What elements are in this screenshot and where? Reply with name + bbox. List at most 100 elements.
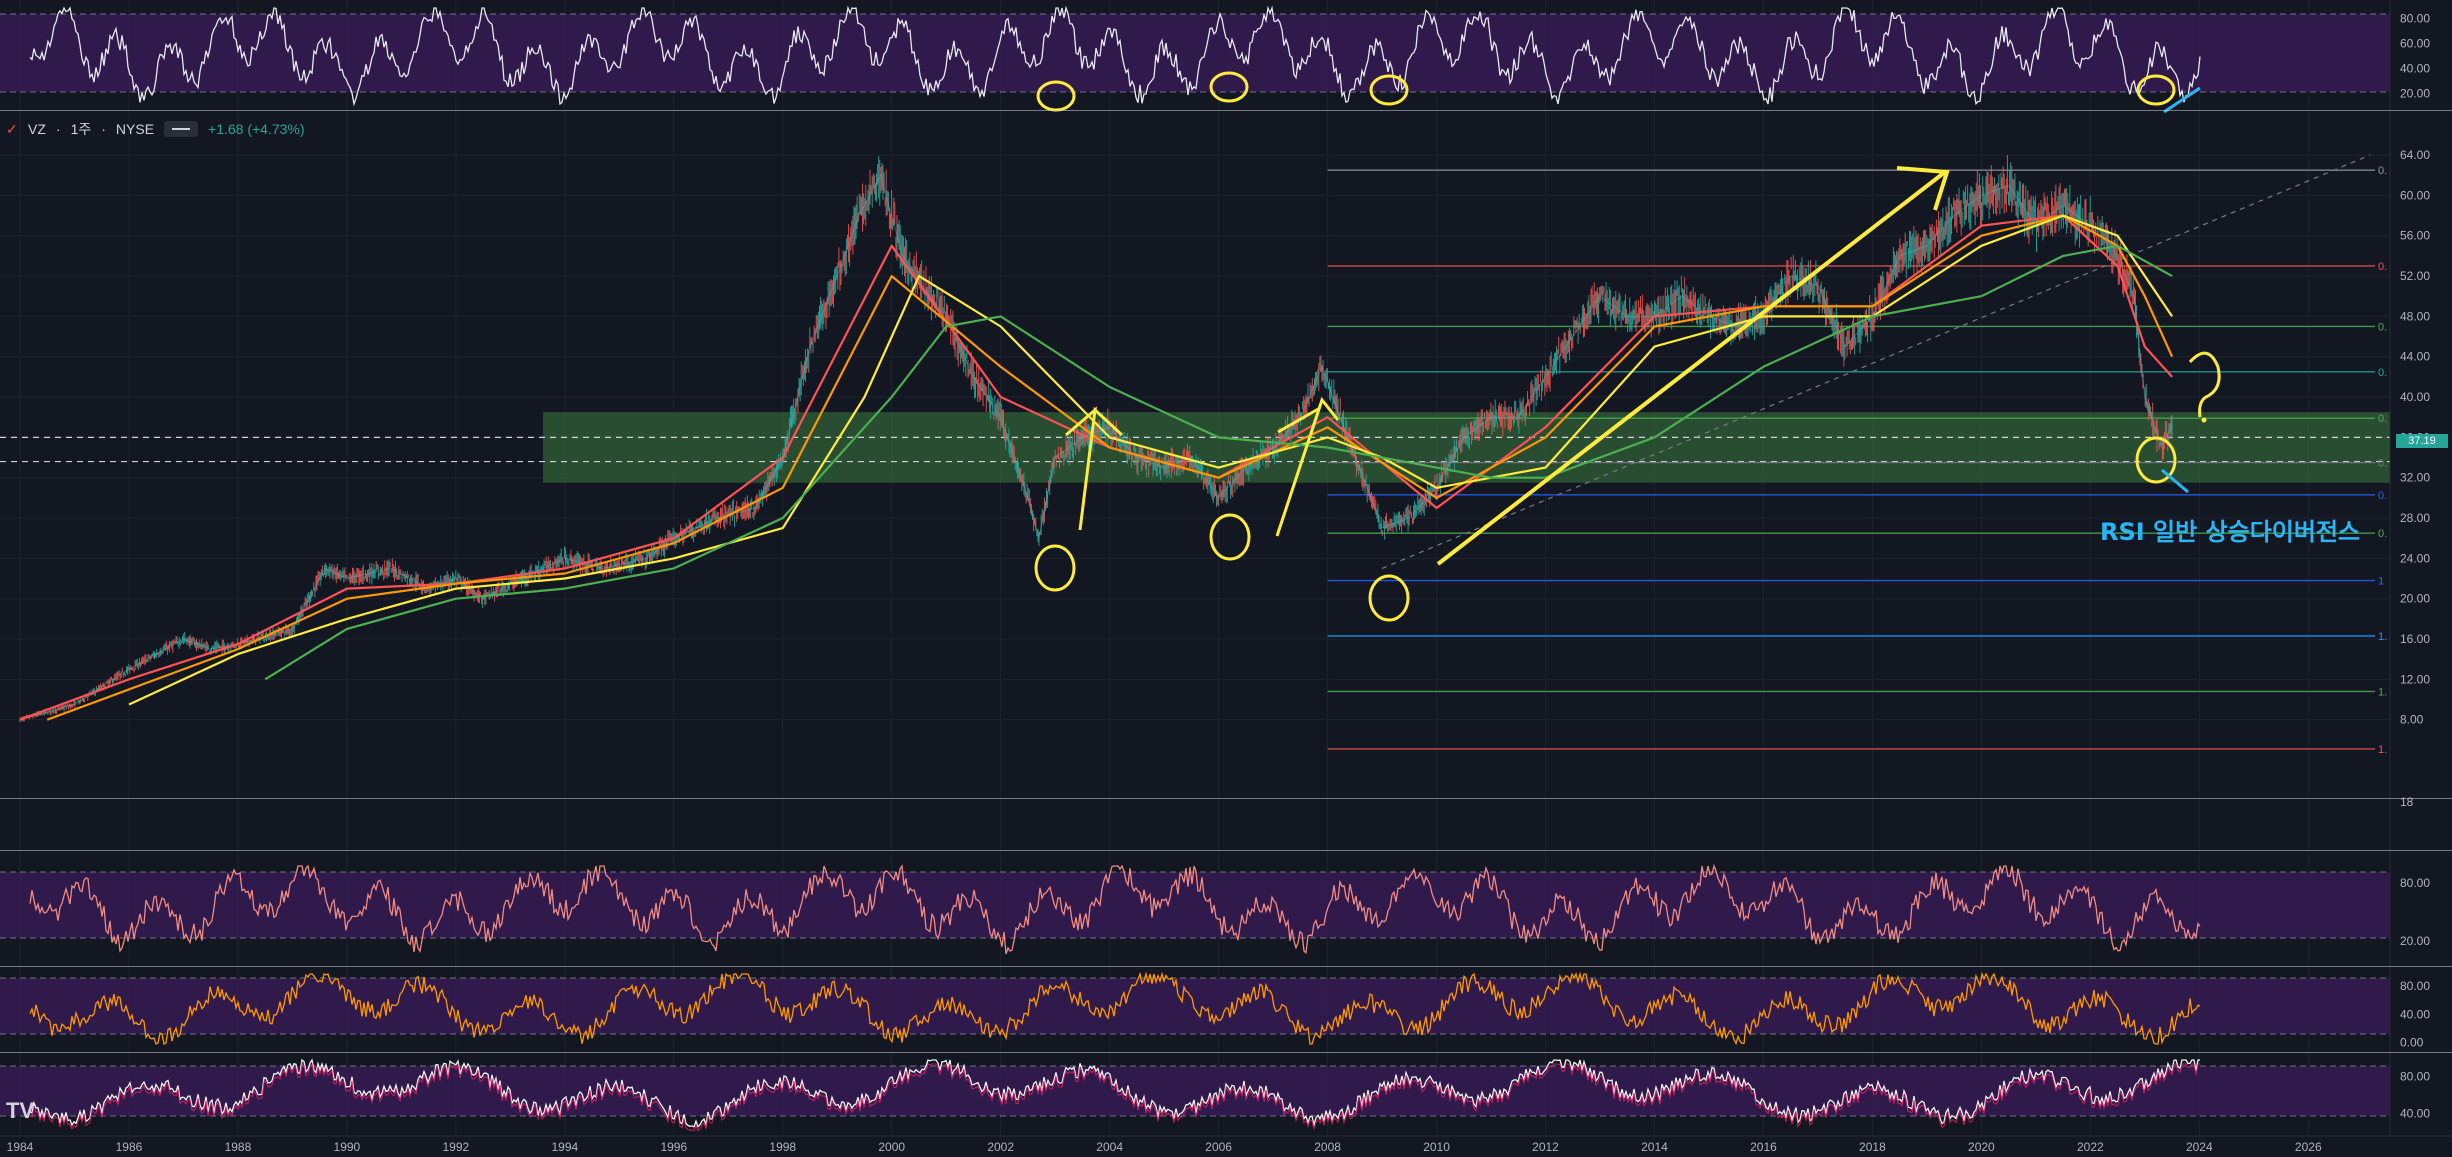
oscillator-tick-label: 40.00 — [2400, 62, 2430, 76]
checkmark-icon[interactable]: ✓ — [6, 121, 18, 137]
oscillator-band-0 — [0, 14, 2390, 92]
oscillator-tick-label: 40.00 — [2400, 1107, 2430, 1121]
time-tick-label: 1984 — [7, 1140, 34, 1154]
fib-level-label: 0. — [2378, 165, 2387, 177]
price-tick-label: 64.00 — [2400, 148, 2430, 162]
fib-level-label: 0. — [2378, 458, 2387, 470]
oscillator-band-2 — [0, 978, 2390, 1034]
fib-level-label: 0. — [2378, 261, 2387, 273]
rsi-divergence-annotation: RSI 일반 상승다이버전스 — [2100, 518, 2361, 546]
wave-arrow — [1065, 406, 1124, 531]
oscillator-signal-line — [29, 1062, 2200, 1132]
price-tick-label: 48.00 — [2400, 309, 2430, 323]
price-tick-label: 44.00 — [2400, 350, 2430, 364]
time-tick-label: 2020 — [1968, 1140, 1995, 1154]
time-tick-label: 2008 — [1314, 1140, 1341, 1154]
highlight-circle — [1209, 71, 1249, 103]
price-line — [19, 173, 2173, 721]
moving-average-2 — [128, 214, 2174, 706]
pane-separator[interactable] — [0, 966, 2452, 967]
oscillator-tick-label: 80.00 — [2400, 876, 2430, 890]
wave-arrow — [1275, 396, 1340, 537]
price-tick-label: 52.00 — [2400, 269, 2430, 283]
oscillator-line-2 — [29, 971, 2201, 1046]
legend-separator: · — [101, 121, 106, 137]
question-mark-drawing — [2188, 351, 2221, 418]
symbol-name: VZ — [28, 121, 46, 137]
highlight-circle — [1209, 513, 1251, 561]
time-tick-label: 2018 — [1859, 1140, 1886, 1154]
highlight-circle — [2135, 436, 2177, 484]
visibility-toggle-icon[interactable] — [164, 121, 199, 137]
time-tick-label: 2002 — [987, 1140, 1014, 1154]
fib-level-label: 0. — [2378, 413, 2387, 425]
oscillator-line-1 — [29, 863, 2201, 955]
oscillator-tick-label: 20.00 — [2400, 87, 2430, 101]
question-mark-dot — [2201, 417, 2207, 423]
time-tick-label: 1988 — [225, 1140, 252, 1154]
oscillator-bands — [0, 13, 2390, 1117]
pane-separator[interactable] — [0, 1052, 2452, 1053]
wave-arrow — [1277, 406, 1321, 434]
time-tick-label: 2000 — [878, 1140, 905, 1154]
price-tick-label: 20.00 — [2400, 592, 2430, 606]
oscillator-line-3 — [29, 1058, 2200, 1128]
price-tick-label: 8.00 — [2400, 713, 2424, 727]
tradingview-logo-icon[interactable]: TV — [6, 1098, 35, 1123]
time-tick-label: 2016 — [1750, 1140, 1777, 1154]
fib-level-label: 1. — [2378, 631, 2387, 643]
price-tick-label: 16.00 — [2400, 632, 2430, 646]
moving-averages-group — [19, 214, 2174, 721]
fib-level-label: 1. — [2378, 686, 2387, 698]
moving-average-1 — [46, 214, 2174, 721]
highlight-circle — [1368, 574, 1410, 622]
time-tick-label: 1992 — [443, 1140, 470, 1154]
time-tick-label: 2006 — [1205, 1140, 1232, 1154]
time-axis-bg — [0, 1136, 2452, 1157]
time-tick-label: 1998 — [769, 1140, 796, 1154]
pane-separator[interactable] — [0, 110, 2452, 111]
oscillator-tick-label: 80.00 — [2400, 12, 2430, 26]
highlight-circle — [1034, 544, 1076, 592]
oscillator-tick-label: 80.00 — [2400, 979, 2430, 993]
oscillator-line-0 — [29, 5, 2201, 107]
price-tick-label: 24.00 — [2400, 551, 2430, 565]
time-tick-label: 2004 — [1096, 1140, 1123, 1154]
fib-level-label: 0. — [2378, 490, 2387, 502]
time-tick-label: 2024 — [2186, 1140, 2213, 1154]
user-drawings — [1034, 71, 2221, 622]
oscillator-series-group — [29, 5, 2201, 1132]
fib-level-label: 0. — [2378, 528, 2387, 540]
divergence-line — [2163, 86, 2201, 114]
divergence-line — [2161, 468, 2189, 494]
fib-level-label: 1 — [2378, 576, 2384, 588]
oscillator-tick-label: 60.00 — [2400, 37, 2430, 51]
price-tick-label: 32.00 — [2400, 471, 2430, 485]
oscillator-tick-label: 20.00 — [2400, 934, 2430, 948]
time-tick-label: 2010 — [1423, 1140, 1450, 1154]
time-tick-label: 2012 — [1532, 1140, 1559, 1154]
symbol-legend[interactable]: ✓ VZ · 1주 · NYSE +1.68 (+4.73%) — [6, 118, 305, 140]
time-tick-label: 2014 — [1641, 1140, 1668, 1154]
time-tick-label: 1990 — [334, 1140, 361, 1154]
time-tick-label: 1994 — [551, 1140, 578, 1154]
oscillator-tick-label: 0.00 — [2400, 1035, 2424, 1049]
moving-average-3 — [264, 244, 2173, 681]
trend-dashed-line — [1381, 154, 2371, 569]
price-tick-label: 56.00 — [2400, 229, 2430, 243]
price-change: +1.68 (+4.73%) — [208, 121, 305, 137]
highlight-circle — [2136, 74, 2176, 106]
interval-label: 1주 — [70, 121, 92, 137]
pane-separator[interactable] — [0, 798, 2452, 799]
oscillator-tick-label: 40.00 — [2400, 1007, 2430, 1021]
exchange-label: NYSE — [115, 121, 155, 137]
time-tick-label: 1986 — [116, 1140, 143, 1154]
pane-separator[interactable] — [0, 850, 2452, 851]
price-tick-label: 40.00 — [2400, 390, 2430, 404]
last-price-label: 37.19 — [2396, 434, 2448, 448]
price-tick-label: 12.00 — [2400, 672, 2430, 686]
time-tick-label: 2026 — [2295, 1140, 2322, 1154]
